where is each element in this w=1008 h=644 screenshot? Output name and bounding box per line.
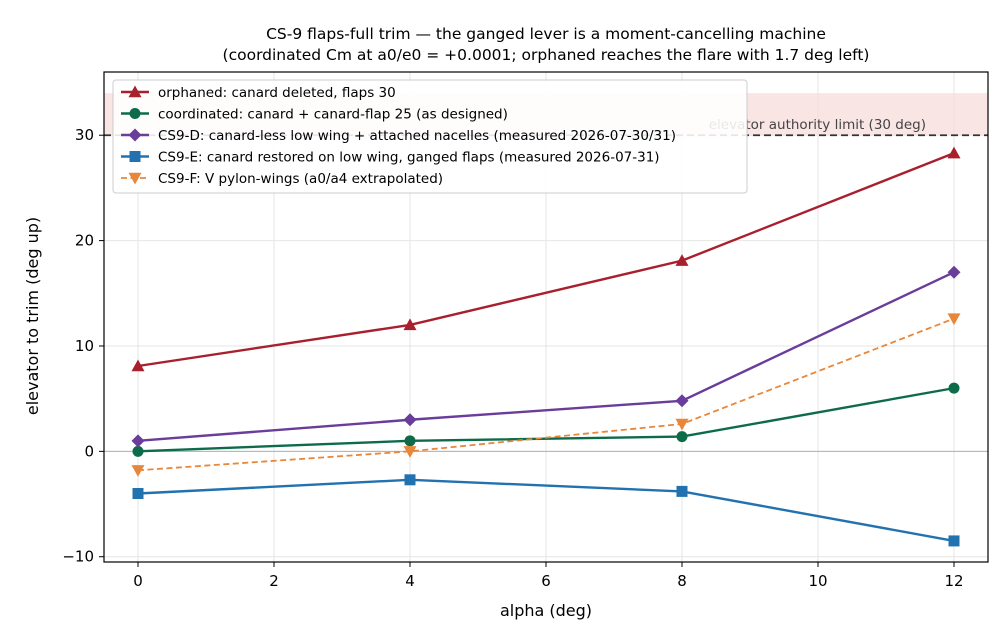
data-point bbox=[675, 418, 689, 431]
legend-entry: coordinated: canard + canard-flap 25 (as… bbox=[158, 107, 508, 123]
data-point bbox=[675, 394, 689, 408]
series-line bbox=[137, 317, 955, 472]
legend-box bbox=[112, 79, 748, 194]
x-tick-label: 0 bbox=[133, 572, 143, 590]
data-point bbox=[403, 446, 417, 458]
y-axis-label: elevator to trim (deg up) bbox=[23, 217, 42, 415]
data-point bbox=[404, 474, 416, 486]
x-tick-label: 8 bbox=[677, 572, 687, 590]
data-point bbox=[947, 313, 961, 326]
data-point bbox=[948, 382, 960, 394]
x-tick-label: 10 bbox=[808, 572, 827, 590]
chart-title: CS-9 flaps-full trim — the ganged lever … bbox=[266, 25, 826, 43]
data-point bbox=[676, 485, 688, 497]
y-tick-label: 0 bbox=[84, 442, 94, 460]
legend-swatch-marker bbox=[129, 151, 141, 162]
data-point bbox=[132, 445, 144, 457]
data-point bbox=[403, 318, 417, 331]
data-point bbox=[131, 465, 145, 477]
series-line bbox=[137, 386, 955, 453]
legend-entry: orphaned: canard deleted, flaps 30 bbox=[158, 85, 396, 101]
legend-swatch-marker bbox=[128, 172, 142, 185]
series-line bbox=[137, 271, 955, 443]
x-tick-label: 2 bbox=[269, 572, 279, 590]
data-point bbox=[948, 535, 960, 547]
data-point bbox=[676, 431, 688, 443]
legend-entry: CS9-F: V pylon-wings (a0/a4 extrapolated… bbox=[158, 171, 443, 187]
x-axis-label: alpha (deg) bbox=[500, 601, 592, 620]
y-tick-label: 20 bbox=[75, 232, 94, 250]
legend-swatch-marker bbox=[129, 108, 141, 119]
y-tick-label: 10 bbox=[75, 337, 94, 355]
data-point bbox=[947, 146, 961, 159]
y-tick-label: 30 bbox=[75, 126, 94, 144]
series-group bbox=[131, 146, 961, 547]
data-point bbox=[131, 434, 145, 448]
data-point bbox=[131, 359, 145, 372]
series-line bbox=[137, 152, 955, 368]
legend-swatch-marker bbox=[128, 85, 142, 98]
chart-subtitle: (coordinated Cm at a0/e0 = +0.0001; orph… bbox=[223, 46, 870, 64]
authority-limit-label: elevator authority limit (30 deg) bbox=[709, 117, 926, 133]
y-tick-label: −10 bbox=[62, 548, 94, 566]
x-tick-label: 12 bbox=[944, 572, 963, 590]
data-point bbox=[403, 413, 417, 427]
x-tick-label: 4 bbox=[405, 572, 415, 590]
legend-swatch-marker bbox=[128, 128, 142, 142]
series-line bbox=[137, 478, 955, 543]
x-tick-label: 6 bbox=[541, 572, 551, 590]
legend-entry: CS9-D: canard-less low wing + attached n… bbox=[158, 128, 676, 144]
data-point bbox=[675, 254, 689, 266]
legend-entry: CS9-E: canard restored on low wing, gang… bbox=[158, 150, 660, 166]
data-point bbox=[132, 488, 144, 500]
data-point bbox=[404, 435, 416, 447]
legend: orphaned: canard deleted, flaps 30 coordi… bbox=[112, 79, 748, 194]
data-point bbox=[947, 265, 961, 279]
